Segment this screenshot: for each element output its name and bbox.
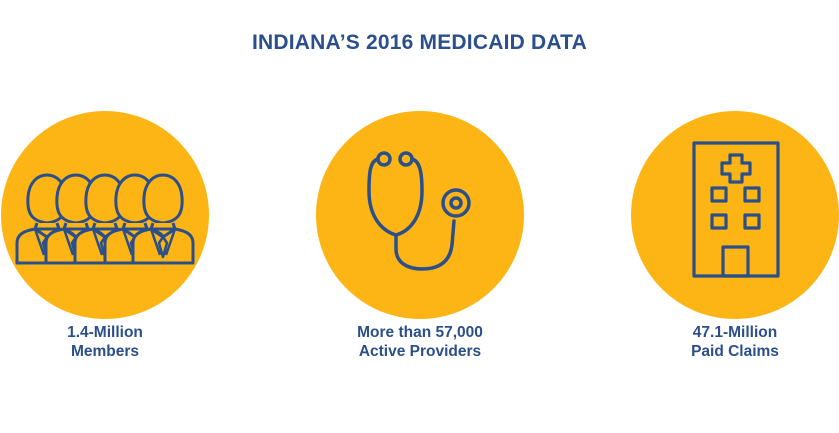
stat-members: 1.4-Million Members bbox=[1, 111, 209, 361]
claims-value: 47.1-Million bbox=[692, 324, 778, 341]
providers-caption: Active Providers bbox=[358, 343, 482, 360]
hospital-building-icon bbox=[692, 141, 780, 278]
claims-caption: Paid Claims bbox=[691, 343, 779, 360]
stat-providers: More than 57,000 Active Providers bbox=[316, 111, 524, 361]
members-value: 1.4-Million bbox=[67, 324, 143, 341]
stethoscope-icon bbox=[367, 151, 471, 271]
page-title: INDIANA’S 2016 MEDICAID DATA bbox=[251, 31, 588, 54]
claims-circle bbox=[631, 111, 839, 319]
stat-claims: 47.1-Million Paid Claims bbox=[631, 111, 839, 361]
providers-value: More than 57,000 bbox=[357, 324, 483, 341]
members-circle bbox=[1, 111, 209, 319]
people-group-icon bbox=[15, 173, 195, 265]
members-caption: Members bbox=[70, 343, 140, 360]
providers-circle bbox=[316, 111, 524, 319]
